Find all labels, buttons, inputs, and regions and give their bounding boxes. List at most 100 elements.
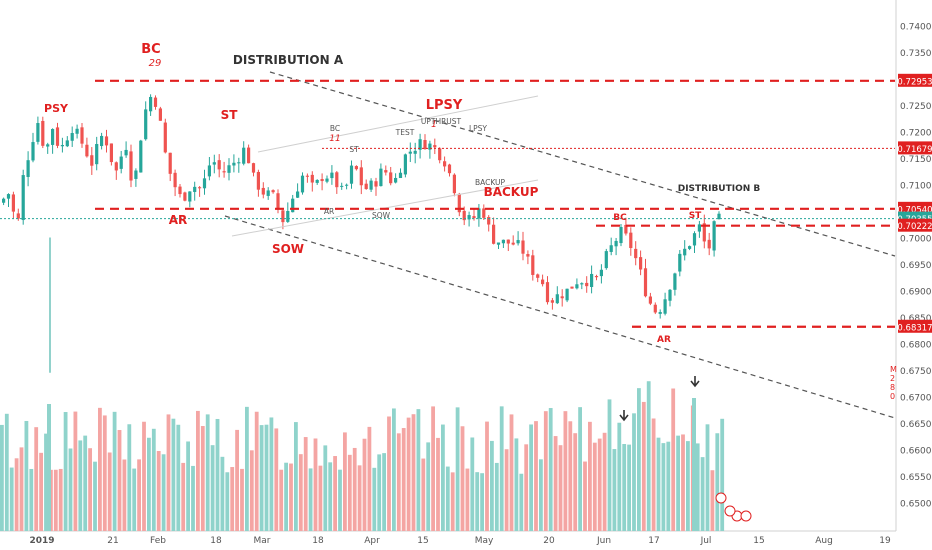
candle-body [467,215,471,220]
volume-bar [524,444,529,531]
candle-body [717,213,721,220]
y-tick-label: 0.65000 [900,500,932,510]
volume-bar [465,468,470,531]
channel-line [257,95,539,153]
volume-bar [705,424,710,531]
volume-bar [651,418,656,531]
candle-body [119,156,123,169]
candle-body [305,175,309,177]
down-arrow-icon [690,376,700,388]
candle-body [193,186,197,192]
volume-bar [225,472,230,531]
volume-bar [509,414,514,531]
volume-bar [176,424,181,531]
volume-bar [19,447,24,531]
candle-body [487,217,491,225]
candle-body [580,283,584,285]
volume-bar [44,433,48,531]
candle-body [114,162,118,171]
volume-bar [671,388,676,531]
volume-bar [338,469,342,531]
volume-bar [656,437,661,531]
volume-bar [9,467,14,531]
annotation-label: 11 [329,134,340,144]
volume-bar [151,428,156,531]
candle-body [678,253,682,272]
volume-bar [372,467,377,531]
candle-body [668,289,672,301]
volume-bar [191,465,195,531]
annotation-label: BC [141,42,160,57]
candle-body [433,145,437,148]
candle-body [100,135,104,147]
volume-bar [612,449,617,531]
volume-bar [553,436,558,531]
candle-body [609,245,613,252]
volume-bar [24,420,29,531]
price-label: 0.68317 [897,323,932,333]
candle-body [692,233,697,246]
volume-bar [200,426,205,531]
volume-bar [259,425,264,531]
volume-bar [622,444,627,531]
candle-body [472,216,476,219]
candle-body [202,178,207,189]
x-tick-label: Jun [596,536,611,546]
volume-bar [0,424,4,531]
volume-bar [107,452,112,531]
candle-body [232,162,236,166]
candle-body [604,251,608,269]
candle-body [482,208,486,218]
candle-body [545,282,550,303]
candle-body [124,149,128,156]
volume-bar [720,418,725,531]
candle-body [496,242,501,245]
candle-body [477,208,481,219]
candle-body [408,151,412,154]
candle-body [139,140,143,173]
volume-bar [607,399,612,531]
annotation-label: UPTHRUST [421,117,462,126]
candle-body [673,273,677,290]
candle-body [624,224,628,234]
annotation-label: BACKUP [484,185,539,199]
volume-bar [235,429,239,531]
candle-body [330,172,334,179]
candle-body [585,282,589,287]
volume-bar [485,421,489,531]
annotation-label: TEST [395,128,415,137]
event-icon [740,510,752,522]
x-tick-label: 21 [107,536,118,546]
candle-body [349,165,354,184]
volume-bar [534,421,538,531]
candle-body [242,147,246,164]
candle-body [300,175,305,193]
volume-bar [436,437,440,531]
volume-bar [411,414,416,531]
candle-body [639,257,643,270]
volume-bar [666,441,671,531]
event-icon [724,505,736,517]
candle-body [653,304,657,313]
candle-body [570,286,574,289]
candle-body [198,187,202,189]
annotation-label: ST [689,211,702,221]
volume-bar [333,456,337,531]
volume-bar [147,437,151,531]
volume-bar [249,450,254,531]
candle-body [144,109,148,140]
price-label-box [898,141,932,155]
candle-body [379,168,383,187]
candle-body [413,150,417,154]
volume-bar [617,422,622,531]
candle-body [41,120,45,146]
volume-bar [73,411,78,531]
candle-body [369,180,373,190]
